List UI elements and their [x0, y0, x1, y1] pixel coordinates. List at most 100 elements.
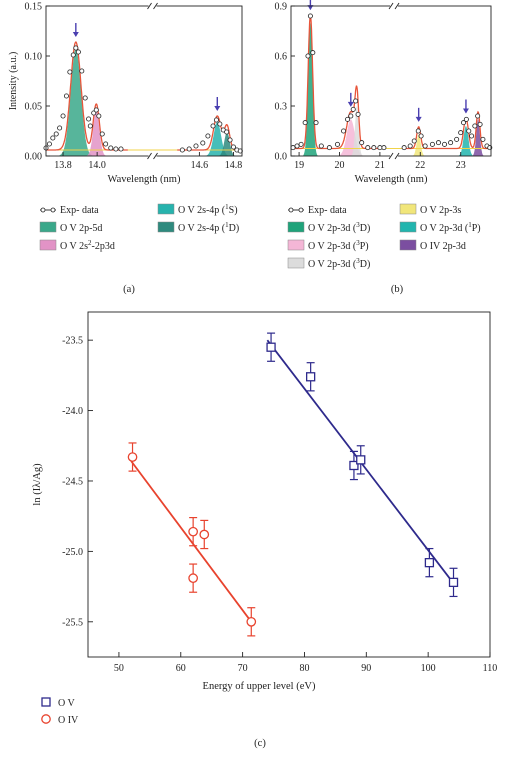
- c-point-o5: [305, 372, 316, 382]
- panel-a-spectrum: 13.8 14.0 14.6 14.8 0.00 0.05 0.10 0.15 Waveleng…: [8, 2, 243, 252]
- b-xtick-label: 21: [375, 160, 385, 171]
- a-legend-label: Exp- data: [60, 205, 99, 216]
- a-legend-swatch: [157, 221, 175, 233]
- c-xtick-label: 110: [483, 663, 498, 674]
- a-peak-arrowhead: [214, 106, 221, 111]
- b-break-mark: [388, 152, 394, 160]
- c-point-o5: [349, 460, 359, 471]
- a-exp-point: [205, 133, 211, 139]
- b-peak-arrowhead: [415, 116, 422, 122]
- a-exp-point: [87, 123, 93, 129]
- a-peak-arrowhead: [72, 32, 79, 37]
- a-legend-label: O V 2p-5d: [60, 223, 102, 234]
- b-peak-arrowhead: [347, 101, 354, 107]
- c-xtick-label: 60: [176, 663, 186, 674]
- a-exp-point: [79, 68, 85, 74]
- caption-b: (b): [391, 284, 404, 295]
- c-legend-label: O IV: [58, 715, 79, 726]
- b-fit-line: [291, 15, 386, 150]
- c-xtick-label: 50: [114, 663, 124, 674]
- b-legend-swatch: [399, 239, 417, 251]
- c-point-o4: [199, 529, 210, 540]
- c-point-o4: [127, 452, 138, 462]
- b-legend-label: O V 2p-3d (3P): [308, 239, 369, 252]
- b-xtick-label: 20: [334, 160, 344, 171]
- b-legend-label: Exp- data: [308, 205, 347, 216]
- c-xaxis-title: Energy of upper level (eV): [203, 681, 316, 692]
- c-xtick-label: 100: [421, 663, 436, 674]
- b-ytick-label: 0.9: [275, 2, 288, 13]
- b-exp-point: [401, 145, 407, 151]
- c-point-o4: [188, 573, 198, 583]
- b-break-gap: [390, 3, 399, 9]
- b-legend-swatch: [287, 257, 305, 269]
- panel-c-boltzmann-plot: 50 60 70 80 90 100 110 -23.5 -24.0 -24.5 -25.0 -25.…: [32, 311, 498, 726]
- b-exp-point: [290, 145, 296, 151]
- a-exp-point: [213, 117, 219, 123]
- b-legend-swatch: [399, 221, 417, 233]
- a-ytick-label: 0.00: [25, 152, 43, 163]
- b-exp-point: [466, 128, 472, 134]
- a-exp-point: [227, 137, 233, 143]
- a-legend-swatch: [39, 221, 57, 233]
- c-point-o4: [246, 616, 257, 627]
- a-exp-point: [193, 143, 199, 149]
- b-break-mark: [394, 152, 400, 160]
- b-exp-point: [381, 145, 387, 151]
- b-peak-arrowhead: [462, 108, 469, 114]
- a-exp-point: [93, 107, 99, 113]
- b-exp-point: [422, 143, 428, 149]
- a-exp-point: [82, 95, 88, 101]
- a-exp-point: [50, 135, 56, 141]
- b-exp-point: [458, 130, 464, 136]
- b-exp-point: [407, 143, 413, 149]
- b-exp-point: [475, 113, 481, 119]
- b-legend-label: O IV 2p-3d: [420, 241, 466, 252]
- a-break-mark: [147, 152, 152, 160]
- b-exp-point: [334, 141, 340, 147]
- caption-a: (a): [123, 284, 135, 295]
- a-ytick-label: 0.05: [25, 102, 43, 113]
- a-exp-point: [217, 121, 223, 127]
- b-exp-point: [469, 133, 475, 139]
- b-peak-fill: [412, 134, 426, 156]
- a-exp-point: [200, 140, 206, 146]
- a-axes-frame: [45, 5, 243, 157]
- a-exp-point: [118, 146, 124, 152]
- a-exp-point: [75, 49, 81, 55]
- a-xaxis-title: Wavelength (nm): [108, 174, 181, 185]
- b-exp-point: [442, 141, 448, 147]
- b-exp-point: [435, 140, 441, 146]
- b-legend-label: O V 2p-3d (3D): [308, 257, 370, 270]
- caption-c: (c): [254, 738, 266, 749]
- b-exp-point: [298, 141, 304, 147]
- a-exp-point: [57, 125, 63, 131]
- b-exp-point: [365, 145, 371, 151]
- b-xaxis-title: Wavelength (nm): [355, 174, 428, 185]
- a-peak-fill: [59, 48, 93, 156]
- a-exp-point: [108, 145, 114, 151]
- a-exp-point: [67, 69, 73, 75]
- c-ytick-label: -25.0: [62, 547, 83, 558]
- a-legend-label: O V 2s-4p (1D): [178, 221, 239, 234]
- b-exp-point: [415, 128, 421, 134]
- a-exp-point: [230, 144, 236, 150]
- b-xtick-label: 23: [456, 160, 466, 171]
- a-legend-marker: [50, 207, 56, 213]
- b-exp-point: [472, 123, 478, 129]
- c-fit-line-o4: [130, 460, 252, 623]
- b-exp-point: [359, 140, 365, 146]
- b-ytick-label: 0.0: [275, 152, 288, 163]
- c-yaxis-title: ln (Iλ/Ag): [32, 463, 43, 506]
- c-ytick-label: -24.5: [62, 476, 83, 487]
- b-exp-point: [345, 116, 351, 122]
- a-exp-point: [186, 146, 192, 152]
- a-exp-point: [70, 52, 76, 58]
- a-legend-label: O V 2s-4p (1S): [178, 203, 238, 216]
- b-exp-point: [326, 145, 332, 151]
- a-xtick-label: 14.8: [225, 160, 243, 171]
- b-exp-point: [313, 120, 319, 126]
- b-exp-point: [429, 141, 435, 147]
- b-break-mark: [388, 2, 394, 10]
